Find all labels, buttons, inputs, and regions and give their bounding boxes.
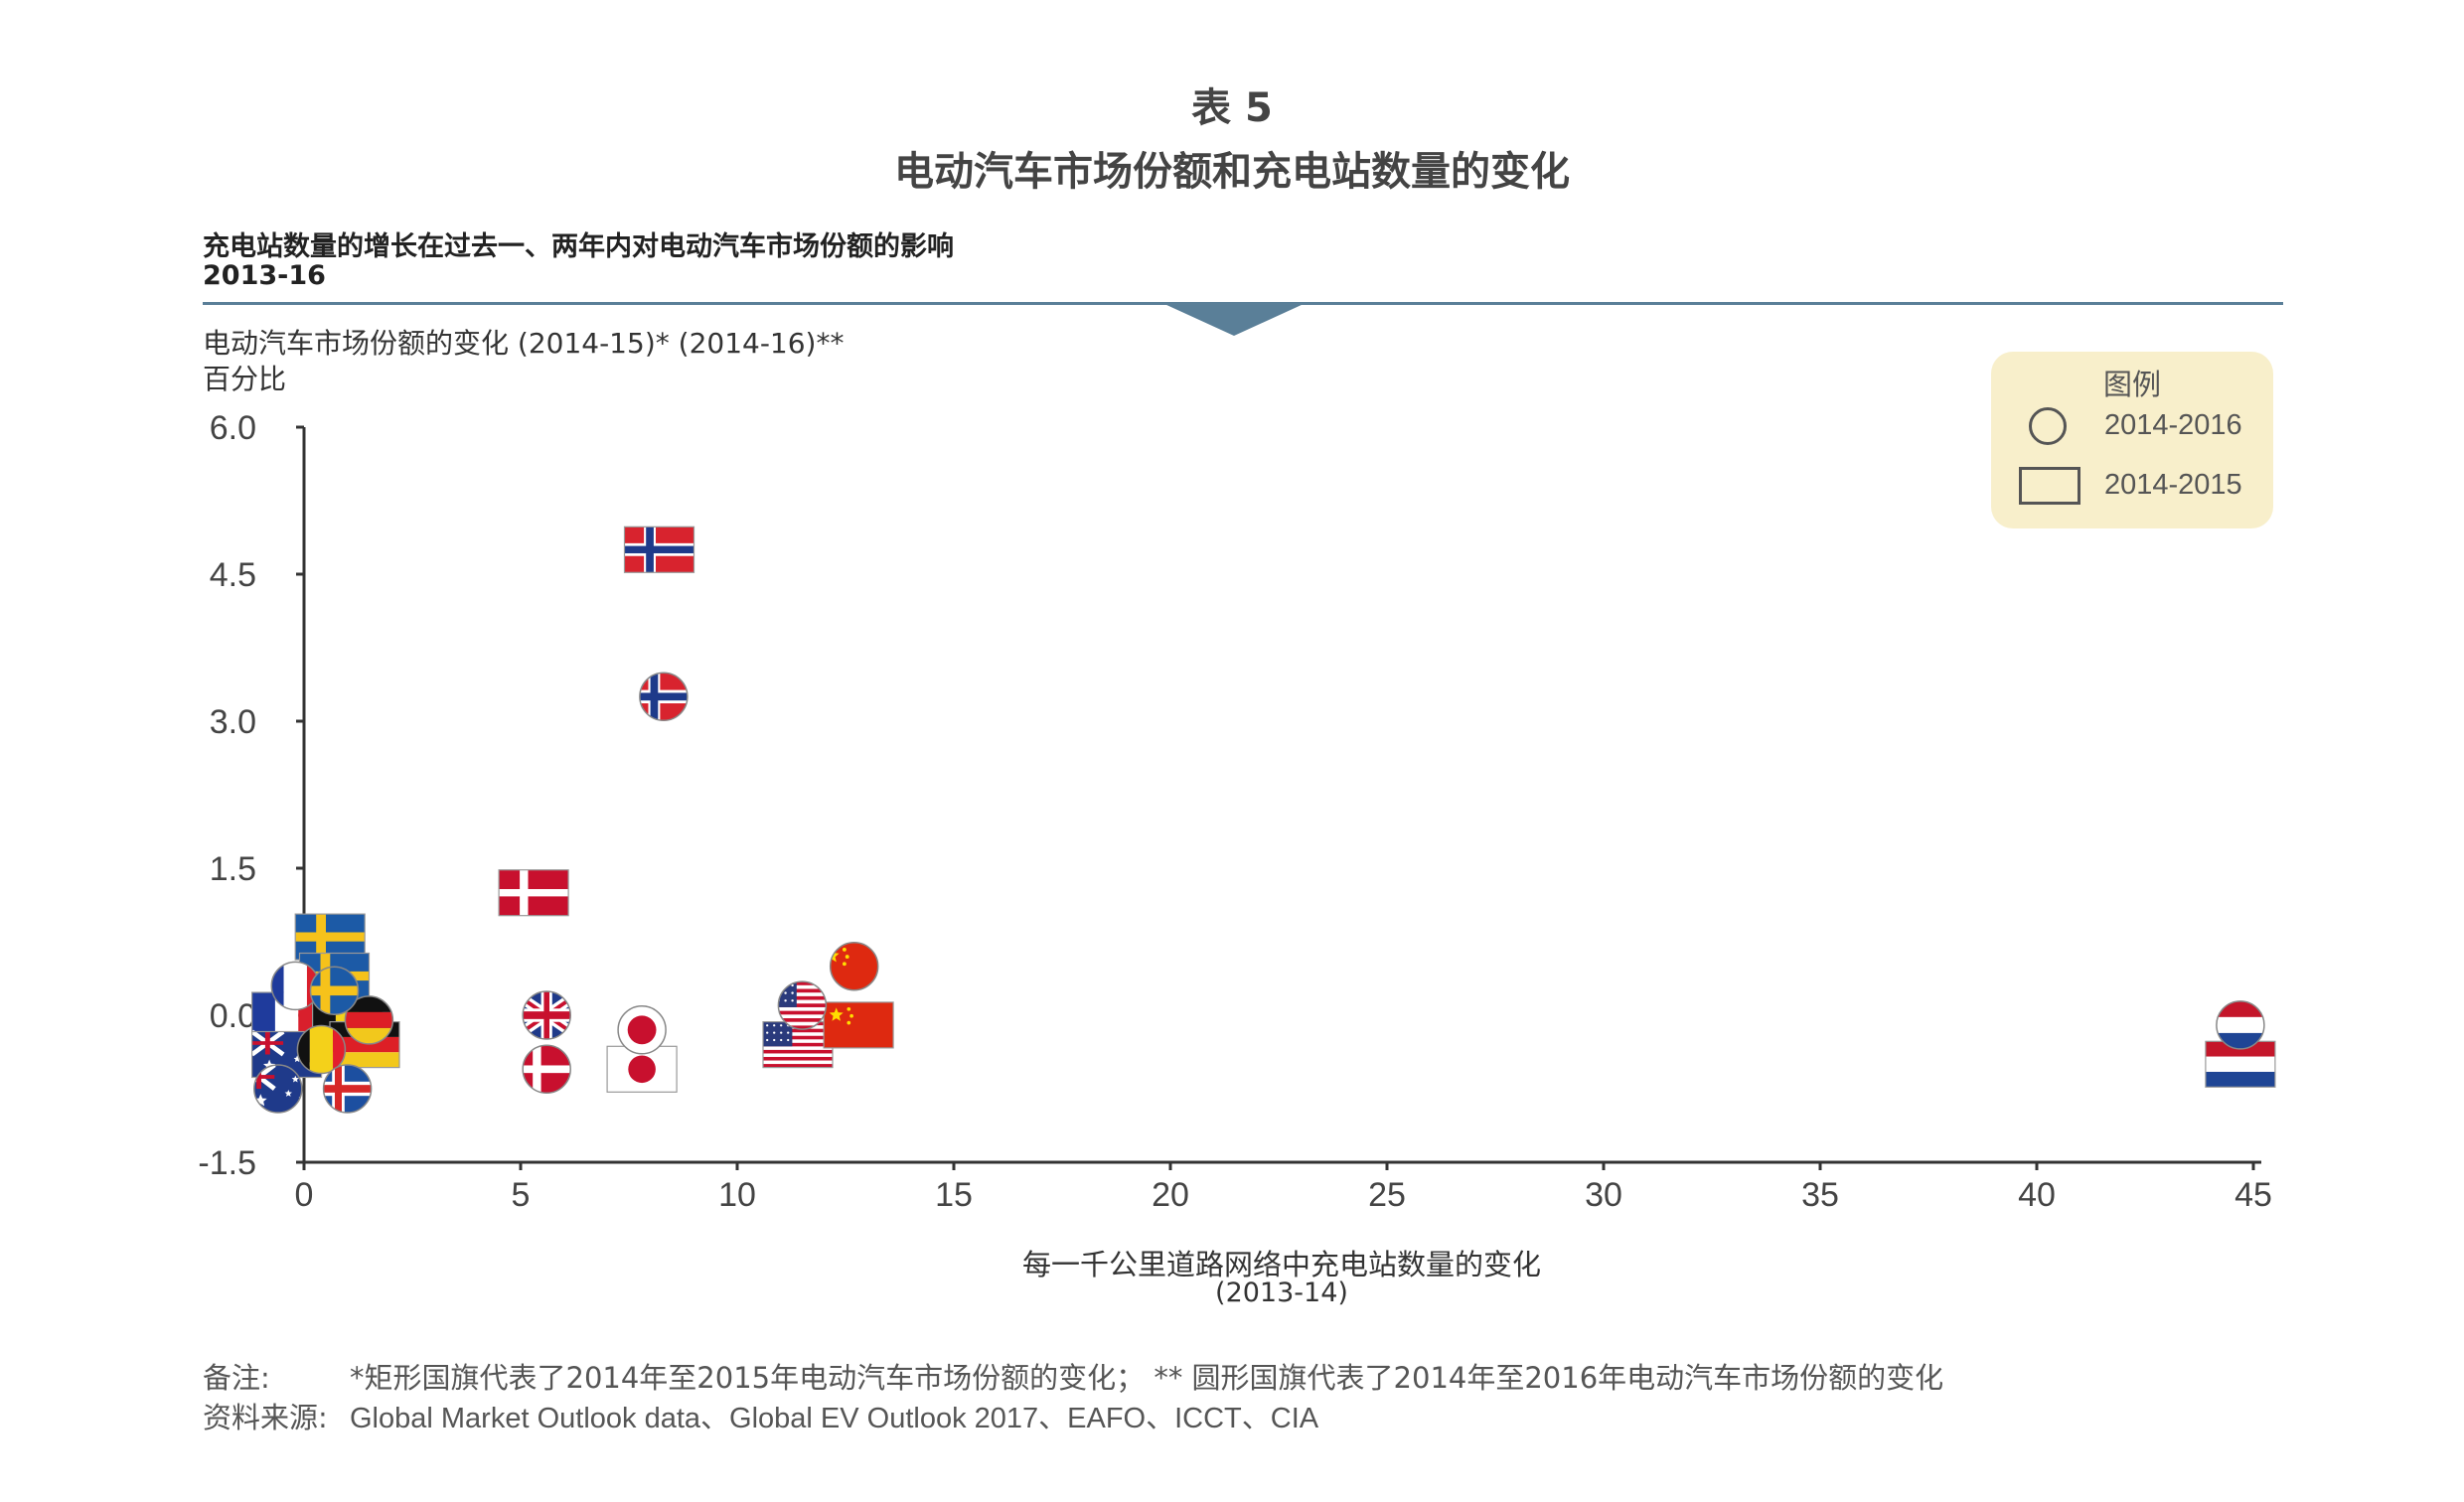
x-tick-label: 5 <box>512 1176 531 1214</box>
circle-flag-usa <box>777 980 828 1030</box>
circle-flag-australia <box>253 1064 303 1114</box>
x-tick-label: 10 <box>718 1176 756 1214</box>
y-tick-label: 1.5 <box>210 850 256 888</box>
chart-subtitle: 充电站数量的增长在过去一、两年内对电动汽车市场份额的影响 <box>203 231 954 262</box>
note-label: 备注: <box>203 1361 270 1395</box>
source-label: 资料来源: <box>203 1401 328 1434</box>
x-tick-label: 45 <box>2234 1176 2272 1214</box>
circle-flag-germany <box>344 995 394 1045</box>
x-axis-period: (2013-14) <box>1215 1277 1348 1308</box>
y-tick-label: 3.0 <box>210 703 256 741</box>
rectangle-flag-denmark <box>498 869 569 917</box>
chart-marks <box>250 526 2276 1114</box>
x-tick-label: 20 <box>1152 1176 1189 1214</box>
rectangle-flag-china <box>823 1001 894 1049</box>
x-tick-label: 35 <box>1801 1176 1839 1214</box>
x-tick-label: 15 <box>935 1176 973 1214</box>
y-ticks: 6.0 4.5 3.0 1.5 0.0 -1.5 <box>198 409 304 1182</box>
circle-flag-iceland <box>322 1064 373 1114</box>
circle-flag-china <box>829 941 879 991</box>
legend-rect-symbol <box>2019 467 2080 505</box>
note-text: *矩形国旗代表了2014年至2015年电动汽车市场份额的变化； ** 圆形国旗代… <box>350 1361 1944 1395</box>
header-notch <box>1164 304 1304 336</box>
legend-title: 图例 <box>2102 368 2161 401</box>
x-tick-label: 40 <box>2018 1176 2056 1214</box>
chart-axes <box>302 427 2261 1164</box>
x-ticks: 0 5 10 15 20 25 30 35 40 45 <box>295 1162 2272 1214</box>
y-axis-label: 电动汽车市场份额的变化 (2014-15)* (2014-16)** <box>203 327 845 360</box>
rectangle-flag-sweden <box>294 913 366 961</box>
legend-circle-symbol <box>2029 407 2067 445</box>
circle-flag-sweden <box>309 966 360 1016</box>
x-tick-label: 30 <box>1585 1176 1622 1214</box>
rectangle-flag-norway <box>623 526 695 573</box>
chart-period: 2013-16 <box>203 260 326 291</box>
circle-flag-norway <box>639 672 689 722</box>
y-tick-label: -1.5 <box>198 1144 256 1182</box>
circle-flag-belgium <box>296 1024 347 1075</box>
x-axis-label: 每一千公里道路网络中充电站数量的变化 <box>1021 1248 1541 1281</box>
x-tick-label: 0 <box>295 1176 314 1214</box>
figure-label: 表 5 <box>1191 85 1273 131</box>
legend: 图例 2014-2016 2014-2015 <box>1991 352 2273 528</box>
legend-circle-label: 2014-2016 <box>2104 409 2242 441</box>
header-rule <box>203 302 2283 305</box>
y-tick-label: 6.0 <box>210 409 256 447</box>
circle-flag-uk <box>522 990 571 1040</box>
figure-title: 电动汽车市场份额和充电站数量的变化 <box>894 149 1570 195</box>
circle-flag-japan <box>617 1005 667 1055</box>
source-text: Global Market Outlook data、Global EV Out… <box>350 1403 1319 1434</box>
legend-rect-label: 2014-2015 <box>2104 469 2242 501</box>
y-tick-label: 4.5 <box>210 556 256 594</box>
circle-flag-netherlands <box>2216 1000 2265 1050</box>
y-tick-label: 0.0 <box>210 997 256 1035</box>
circle-flag-denmark <box>522 1044 571 1095</box>
y-axis-unit: 百分比 <box>203 363 287 395</box>
x-tick-label: 25 <box>1368 1176 1406 1214</box>
